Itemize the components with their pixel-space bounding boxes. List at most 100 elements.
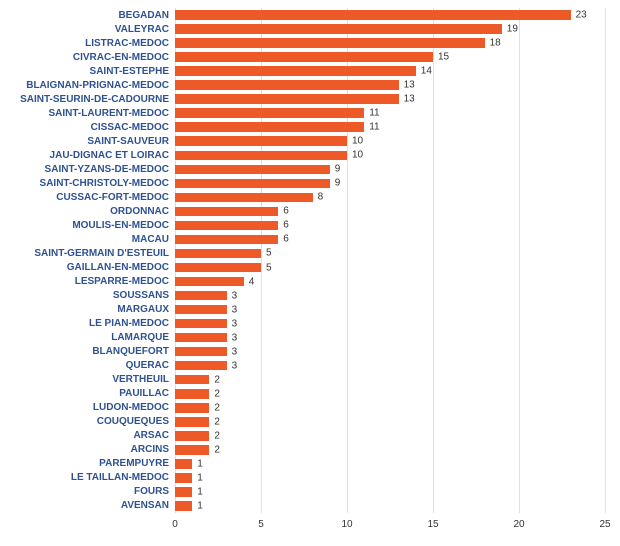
bar bbox=[175, 122, 364, 132]
bar-value: 1 bbox=[197, 472, 203, 483]
bar bbox=[175, 263, 261, 273]
bar-value: 8 bbox=[318, 192, 324, 203]
category-label: SAINT-CHRISTOLY-MEDOC bbox=[40, 178, 169, 189]
bar bbox=[175, 305, 227, 315]
category-label: MACAU bbox=[132, 234, 169, 245]
bar-row: PAREMPUYRE1 bbox=[175, 459, 605, 469]
category-label: LAMARQUE bbox=[111, 332, 169, 343]
category-label: ORDONNAC bbox=[110, 206, 169, 217]
category-label: ARSAC bbox=[133, 430, 169, 441]
bar-row: SAINT-CHRISTOLY-MEDOC9 bbox=[175, 179, 605, 189]
bar bbox=[175, 179, 330, 189]
gridline bbox=[605, 8, 606, 513]
bar-value: 6 bbox=[283, 206, 289, 217]
bar-value: 13 bbox=[404, 80, 415, 91]
category-label: LE TAILLAN-MEDOC bbox=[71, 472, 169, 483]
bar-value: 2 bbox=[214, 444, 220, 455]
category-label: PAREMPUYRE bbox=[99, 458, 169, 469]
bar-value: 6 bbox=[283, 220, 289, 231]
bar bbox=[175, 333, 227, 343]
bar-value: 10 bbox=[352, 136, 363, 147]
bar-row: VALEYRAC19 bbox=[175, 24, 605, 34]
bar bbox=[175, 445, 209, 455]
bar-row: CISSAC-MEDOC11 bbox=[175, 122, 605, 132]
category-label: MARGAUX bbox=[117, 304, 169, 315]
category-label: SAINT-YZANS-DE-MEDOC bbox=[45, 164, 169, 175]
category-label: CUSSAC-FORT-MEDOC bbox=[56, 192, 169, 203]
category-label: SAINT-GERMAIN D'ESTEUIL bbox=[34, 248, 169, 259]
bar bbox=[175, 319, 227, 329]
bar-row: BLAIGNAN-PRIGNAC-MEDOC13 bbox=[175, 80, 605, 90]
category-label: SAINT-SEURIN-DE-CADOURNE bbox=[20, 94, 169, 105]
x-tick-label: 20 bbox=[513, 519, 524, 530]
bar-row: PAUILLAC2 bbox=[175, 389, 605, 399]
category-label: JAU-DIGNAC ET LOIRAC bbox=[50, 150, 169, 161]
bar-row: SAINT-SEURIN-DE-CADOURNE13 bbox=[175, 94, 605, 104]
bar-row: LESPARRE-MEDOC4 bbox=[175, 277, 605, 287]
category-label: GAILLAN-EN-MEDOC bbox=[67, 262, 169, 273]
bar bbox=[175, 459, 192, 469]
bar bbox=[175, 94, 399, 104]
bar bbox=[175, 389, 209, 399]
bar bbox=[175, 38, 485, 48]
category-label: SAINT-SAUVEUR bbox=[87, 136, 169, 147]
category-label: MOULIS-EN-MEDOC bbox=[72, 220, 169, 231]
bar bbox=[175, 136, 347, 146]
bar-row: ARSAC2 bbox=[175, 431, 605, 441]
bar bbox=[175, 66, 416, 76]
bar bbox=[175, 165, 330, 175]
category-label: COUQUEQUES bbox=[97, 416, 169, 427]
category-label: LISTRAC-MEDOC bbox=[85, 38, 169, 49]
bar-row: BEGADAN23 bbox=[175, 10, 605, 20]
bar-value: 15 bbox=[438, 52, 449, 63]
category-label: BEGADAN bbox=[118, 10, 169, 21]
category-label: CIVRAC-EN-MEDOC bbox=[73, 52, 169, 63]
bar-row: CIVRAC-EN-MEDOC15 bbox=[175, 52, 605, 62]
bar-row: MARGAUX3 bbox=[175, 305, 605, 315]
bar-value: 4 bbox=[249, 276, 255, 287]
category-label: ARCINS bbox=[131, 444, 169, 455]
category-label: SAINT-ESTEPHE bbox=[90, 66, 169, 77]
bar-row: LUDON-MEDOC2 bbox=[175, 403, 605, 413]
bar-row: SOUSSANS3 bbox=[175, 291, 605, 301]
bar bbox=[175, 347, 227, 357]
bar-row: LE PIAN-MEDOC3 bbox=[175, 319, 605, 329]
bar-row: MACAU6 bbox=[175, 235, 605, 245]
bar-value: 11 bbox=[369, 122, 379, 133]
bar-value: 3 bbox=[232, 332, 238, 343]
bar bbox=[175, 80, 399, 90]
bar bbox=[175, 221, 278, 231]
bar bbox=[175, 52, 433, 62]
bar-row: VERTHEUIL2 bbox=[175, 375, 605, 385]
bar bbox=[175, 375, 209, 385]
category-label: QUERAC bbox=[126, 360, 169, 371]
x-tick-label: 15 bbox=[427, 519, 438, 530]
bar-value: 1 bbox=[197, 500, 203, 511]
bar-value: 3 bbox=[232, 360, 238, 371]
bar-row: SAINT-GERMAIN D'ESTEUIL5 bbox=[175, 249, 605, 259]
bar-row: CUSSAC-FORT-MEDOC8 bbox=[175, 193, 605, 203]
bar-value: 18 bbox=[490, 38, 501, 49]
category-label: CISSAC-MEDOC bbox=[91, 122, 169, 133]
category-label: VERTHEUIL bbox=[112, 374, 169, 385]
bar bbox=[175, 473, 192, 483]
bar-row: BLANQUEFORT3 bbox=[175, 347, 605, 357]
bar bbox=[175, 431, 209, 441]
category-label: LUDON-MEDOC bbox=[93, 402, 169, 413]
bar bbox=[175, 291, 227, 301]
bar-row: GAILLAN-EN-MEDOC5 bbox=[175, 263, 605, 273]
category-label: SAINT-LAURENT-MEDOC bbox=[48, 108, 169, 119]
bar-row: COUQUEQUES2 bbox=[175, 417, 605, 427]
bar bbox=[175, 235, 278, 245]
bar-value: 2 bbox=[214, 388, 220, 399]
bar-value: 5 bbox=[266, 262, 272, 273]
category-label: LE PIAN-MEDOC bbox=[89, 318, 169, 329]
category-label: BLANQUEFORT bbox=[92, 346, 169, 357]
bar bbox=[175, 10, 571, 20]
bar-row: LISTRAC-MEDOC18 bbox=[175, 38, 605, 48]
bar-row: SAINT-SAUVEUR10 bbox=[175, 136, 605, 146]
bar-value: 14 bbox=[421, 66, 432, 77]
bar bbox=[175, 501, 192, 511]
category-label: BLAIGNAN-PRIGNAC-MEDOC bbox=[26, 80, 169, 91]
bar-row: ORDONNAC6 bbox=[175, 207, 605, 217]
